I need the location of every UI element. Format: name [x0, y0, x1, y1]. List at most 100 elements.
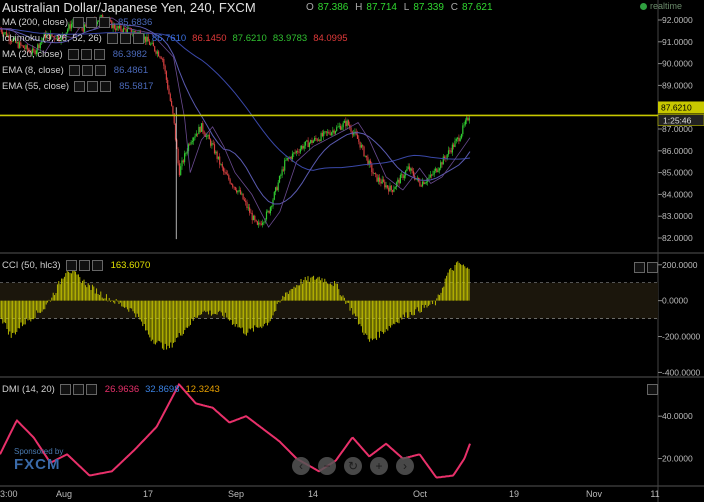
move-up-icon[interactable] — [647, 384, 658, 395]
settings-icon[interactable] — [67, 49, 79, 60]
candle-body — [60, 35, 62, 41]
eye-icon[interactable] — [86, 17, 97, 28]
move-up-icon[interactable] — [634, 262, 645, 273]
candle-body — [323, 131, 325, 137]
candle-body — [167, 79, 169, 89]
candle-body — [295, 151, 297, 153]
eye-icon[interactable] — [78, 260, 90, 271]
candle-body — [367, 157, 369, 166]
candle-body — [263, 222, 265, 223]
candle-body — [182, 160, 184, 163]
candle-body — [230, 183, 232, 185]
candle-body — [168, 88, 170, 95]
pane-buttons[interactable] — [647, 384, 660, 395]
indicator-dmi[interactable]: DMI (14, 20) 26.9636 32.8698 12.3243 — [2, 384, 220, 395]
settings-icon[interactable] — [73, 17, 84, 28]
candle-body — [347, 120, 349, 126]
candle-body — [460, 134, 463, 139]
candle-body — [241, 193, 243, 195]
candle-body — [432, 174, 434, 176]
settings-icon[interactable] — [68, 65, 80, 76]
candle-body — [130, 28, 132, 34]
candle-body — [165, 71, 167, 80]
settings-icon[interactable] — [106, 33, 118, 44]
indicator-ema55[interactable]: EMA (55, close) 85.5817 — [2, 81, 153, 92]
candle-body — [151, 42, 153, 44]
candle-body — [169, 94, 171, 101]
eye-icon[interactable] — [87, 81, 99, 92]
candle-body — [16, 41, 18, 43]
eye-icon[interactable] — [119, 33, 131, 44]
candle-body — [8, 35, 10, 41]
candle-body — [373, 173, 375, 175]
ohlc-high-key: H — [355, 2, 363, 13]
candle-body — [291, 153, 294, 160]
reset-icon[interactable]: ↻ — [344, 457, 362, 475]
candle-body — [25, 45, 27, 49]
candle-body — [67, 29, 69, 33]
pane-buttons[interactable] — [634, 262, 660, 273]
settings-icon[interactable] — [59, 384, 71, 395]
settings-icon[interactable] — [74, 81, 86, 92]
ohlc-low: 87.339 — [413, 2, 444, 13]
candle-body — [13, 38, 15, 40]
candle-body — [154, 46, 156, 51]
candle-body — [33, 48, 35, 51]
cci-tick-label: -400.0000 — [662, 367, 701, 377]
chart-nav-controls[interactable]: ‹ − ↻ + › — [292, 457, 422, 475]
indicator-ma20[interactable]: MA (20, close) 86.3982 — [2, 49, 147, 60]
sponsor-logo[interactable]: Sponsored by FXCM — [14, 447, 63, 473]
indicator-ema8[interactable]: EMA (8, close) 86.4861 — [2, 65, 148, 76]
eye-icon[interactable] — [80, 49, 92, 60]
candle-body — [160, 57, 162, 59]
price-tick-label: 82.0000 — [662, 233, 693, 243]
move-down-icon[interactable] — [647, 262, 658, 273]
eye-icon[interactable] — [72, 384, 84, 395]
settings-icon[interactable] — [65, 260, 77, 271]
zoom-out-icon[interactable]: − — [318, 457, 336, 475]
indicator-label: MA (200, close) — [2, 17, 68, 29]
candle-body — [30, 52, 32, 54]
candle-body — [116, 26, 118, 31]
candle-body — [423, 181, 425, 185]
candle-body — [224, 171, 226, 173]
zoom-in-icon[interactable]: + — [370, 457, 388, 475]
candle-body — [320, 133, 322, 141]
close-icon[interactable] — [132, 33, 144, 44]
candle-body — [186, 151, 188, 154]
dmi-plus-line — [0, 382, 471, 479]
close-icon[interactable] — [91, 260, 103, 271]
candle-body — [455, 138, 457, 142]
candle-body — [457, 137, 459, 139]
candle-body — [315, 137, 317, 139]
close-icon[interactable] — [99, 17, 110, 28]
indicator-ma200[interactable]: MA (200, close) 85.6836 — [2, 17, 152, 28]
eye-icon[interactable] — [81, 65, 93, 76]
scroll-right-icon[interactable]: › — [396, 457, 414, 475]
candle-body — [138, 31, 140, 33]
candle-body — [96, 21, 99, 24]
candle-body — [379, 177, 381, 182]
candle-body — [393, 189, 395, 192]
candle-body — [203, 131, 205, 135]
indicator-ichimoku[interactable]: Ichimoku (9, 26, 52, 26) 86.7610 86.1450 87… — [2, 33, 348, 44]
close-icon[interactable] — [94, 65, 106, 76]
close-icon[interactable] — [85, 384, 97, 395]
candle-body — [245, 200, 247, 203]
candle-body — [349, 125, 351, 128]
scroll-left-icon[interactable]: ‹ — [292, 457, 310, 475]
candle-body — [302, 145, 304, 149]
candle-body — [284, 160, 286, 171]
candle-body — [82, 27, 84, 32]
candle-body — [398, 179, 400, 184]
candle-body — [466, 117, 468, 121]
chart-title: Australian Dollar/Japanese Yen, 240, FXC… — [2, 0, 256, 15]
close-icon[interactable] — [93, 49, 105, 60]
candle-body — [368, 160, 370, 166]
candle-body — [371, 164, 373, 173]
realtime-status: realtime — [639, 1, 682, 11]
indicator-cci[interactable]: CCI (50, hlc3) 163.6070 — [2, 260, 150, 271]
candle-body — [7, 35, 9, 37]
close-icon[interactable] — [100, 81, 112, 92]
